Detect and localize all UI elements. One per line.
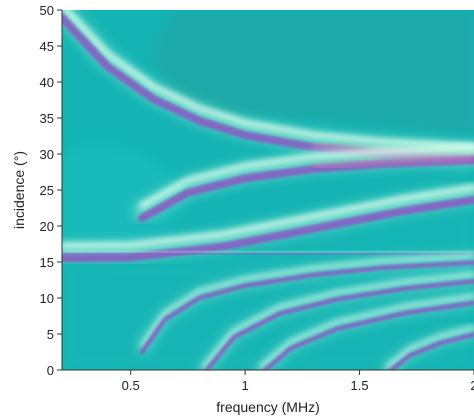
left-lobe	[62, 145, 190, 255]
band-halo	[137, 254, 474, 354]
y-tick-label: 45	[40, 39, 54, 54]
band-stripe	[138, 156, 474, 222]
band-pink-highlight	[313, 155, 474, 169]
band-core	[62, 249, 474, 254]
band-core	[202, 272, 474, 369]
y-tick-label: 40	[40, 75, 54, 90]
band-core	[138, 144, 474, 209]
band-lower-arc-2	[198, 272, 474, 370]
y-tick-label: 5	[47, 327, 54, 342]
y-axis-ticks: 0 5 10 15 20 25 30 35 40 45 50	[40, 3, 62, 378]
x-tick-label: 1	[241, 378, 248, 393]
y-tick-label: 50	[40, 3, 54, 18]
x-tick-label: 1.5	[351, 378, 369, 393]
band-horizontal-line	[62, 249, 474, 256]
band-halo	[133, 145, 474, 221]
y-tick-label: 0	[47, 363, 54, 378]
y-tick-label: 25	[40, 183, 54, 198]
y-tick-label: 15	[40, 255, 54, 270]
band-halo	[62, 10, 474, 162]
y-tick-label: 10	[40, 291, 54, 306]
bands-layer	[62, 10, 474, 370]
band-stripe	[62, 195, 474, 263]
x-tick-label: 2	[470, 378, 474, 393]
band-stripe	[203, 279, 474, 370]
band-mid-curve-upper	[133, 144, 474, 222]
x-axis-ticks: 0.5 1 1.5 2	[122, 370, 474, 393]
band-core	[62, 10, 474, 150]
upper-left-haze	[62, 10, 474, 135]
band-core	[385, 325, 474, 369]
y-tick-label: 35	[40, 111, 54, 126]
x-axis-title: frequency (MHz)	[216, 399, 319, 415]
band-lower-arc-1	[137, 253, 474, 355]
band-lower-arc-3	[256, 294, 474, 370]
band-halo	[256, 294, 474, 370]
band-core	[259, 294, 474, 369]
x-tick-label: 0.5	[122, 378, 140, 393]
band-core	[140, 253, 474, 347]
band-stripe	[62, 252, 474, 256]
band-core	[62, 184, 474, 249]
band-stripe	[387, 332, 474, 370]
y-tick-label: 30	[40, 147, 54, 162]
band-halo	[382, 326, 474, 370]
band-stripe	[139, 260, 474, 355]
band-lower-arc-4	[382, 325, 474, 370]
y-tick-label: 20	[40, 219, 54, 234]
band-stripe	[261, 300, 474, 370]
y-axis-title: incidence (°)	[11, 151, 27, 229]
